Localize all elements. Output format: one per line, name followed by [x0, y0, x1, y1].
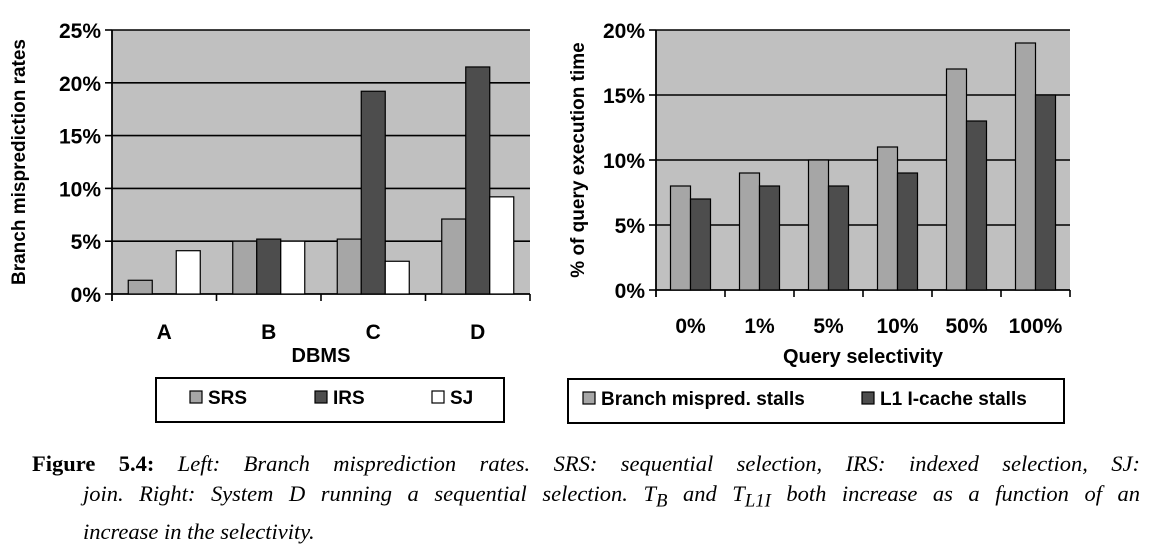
- caption-text-2c: both increase as a function of an: [770, 481, 1141, 506]
- legend-label: IRS: [333, 388, 365, 409]
- bar-srs: [232, 240, 258, 295]
- bar-branch-mispred-stalls: [669, 185, 692, 291]
- y-axis-title: Branch misprediction rates: [9, 39, 30, 285]
- x-category-label: 5%: [813, 315, 844, 338]
- legend-swatch: [582, 391, 596, 405]
- x-category-label: 0%: [675, 315, 706, 338]
- figure-charts: 0% 5% 10% 15% 20% 25% A B C D DBMS Branch mispredic…: [9, 20, 1071, 424]
- x-category-label: 100%: [1009, 315, 1063, 338]
- left-chart: 0% 5% 10% 15% 20% 25% A B C D DBMS Branch mispredic…: [9, 20, 531, 423]
- figure-caption: Figure 5.4: Left: Branch misprediction r…: [32, 449, 1140, 547]
- bar-branch-mispred-stalls: [738, 172, 761, 291]
- legend-label: L1 I-cache stalls: [880, 389, 1027, 410]
- bar-irs: [360, 90, 386, 295]
- y-tick-label: 0%: [615, 280, 646, 303]
- y-tick-label: 0%: [71, 284, 102, 307]
- bar-sj: [280, 240, 306, 295]
- y-tick-label: 20%: [59, 73, 101, 96]
- x-axis-title: DBMS: [292, 345, 351, 367]
- bar-srs: [127, 279, 153, 295]
- y-tick-label: 25%: [59, 20, 101, 43]
- y-tick-label: 10%: [59, 178, 101, 201]
- caption-line-3: increase in the selectivity.: [83, 518, 315, 544]
- bar-srs: [336, 238, 362, 295]
- legend-box: [155, 377, 505, 423]
- y-tick-label: 15%: [603, 85, 645, 108]
- bar-l1-i-cache-stalls: [1034, 94, 1057, 291]
- x-category-label: 10%: [876, 315, 918, 338]
- x-category-label: 1%: [744, 315, 775, 338]
- x-axis-title: Query selectivity: [783, 346, 944, 368]
- bar-sj: [384, 260, 410, 295]
- legend-box: [567, 378, 1065, 424]
- y-tick-label: 10%: [603, 150, 645, 173]
- legend-label: SJ: [450, 388, 473, 409]
- bar-sj: [489, 196, 515, 295]
- y-tick-label: 20%: [603, 20, 645, 43]
- y-tick-label: 15%: [59, 126, 101, 149]
- legend-swatch: [189, 390, 203, 404]
- y-axis-title: % of query execution time: [568, 42, 589, 277]
- caption-text-2a: join. Right: System D running a sequenti…: [83, 481, 656, 506]
- x-category-label: B: [261, 321, 276, 344]
- bar-l1-i-cache-stalls: [965, 120, 988, 291]
- x-category-label: 50%: [945, 315, 987, 338]
- legend-label: SRS: [208, 388, 247, 409]
- bar-l1-i-cache-stalls: [827, 185, 850, 291]
- caption-line-2: join. Right: System D running a sequenti…: [32, 479, 1140, 517]
- bar-l1-i-cache-stalls: [689, 198, 712, 291]
- y-tick-label: 5%: [71, 231, 102, 254]
- caption-sub-b: B: [656, 490, 668, 512]
- bar-branch-mispred-stalls: [876, 146, 899, 291]
- bar-branch-mispred-stalls: [1014, 42, 1037, 291]
- legend-label: Branch mispred. stalls: [601, 389, 805, 410]
- caption-sub-l1i: L1I: [744, 490, 771, 512]
- legend-swatch: [431, 390, 445, 404]
- bar-branch-mispred-stalls: [807, 159, 830, 291]
- bar-branch-mispred-stalls: [945, 68, 968, 291]
- caption-label: Figure 5.4:: [32, 451, 155, 476]
- caption-text-1: Left: Branch misprediction rates. SRS: s…: [177, 451, 1141, 476]
- bar-l1-i-cache-stalls: [896, 172, 919, 291]
- x-category-label: C: [366, 321, 381, 344]
- caption-text-2b: and T: [667, 481, 745, 506]
- bar-irs: [256, 238, 282, 295]
- bar-sj: [175, 250, 201, 295]
- legend-swatch: [314, 390, 328, 404]
- caption-line-1: Figure 5.4: Left: Branch misprediction r…: [32, 449, 1140, 479]
- right-chart: 0% 5% 10% 15% 20% 0% 1% 5% 10% 50% 100% Query selec…: [567, 20, 1071, 424]
- bar-srs: [441, 218, 467, 295]
- x-category-label: A: [157, 321, 172, 344]
- bar-l1-i-cache-stalls: [758, 185, 781, 291]
- bar-irs: [465, 66, 491, 295]
- legend-swatch: [861, 391, 875, 405]
- x-category-label: D: [470, 321, 485, 344]
- y-tick-label: 5%: [615, 215, 646, 238]
